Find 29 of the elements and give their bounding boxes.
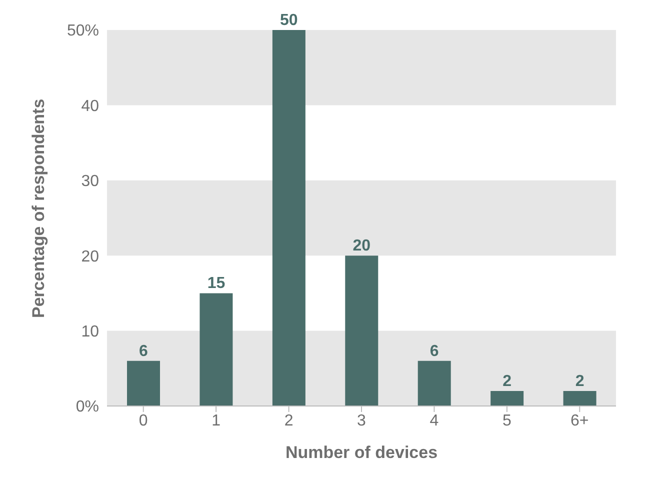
data-label: 6 <box>139 342 148 360</box>
x-tick-label: 3 <box>357 412 366 430</box>
data-label: 20 <box>352 238 371 255</box>
bar <box>490 390 524 406</box>
data-label: 2 <box>502 372 512 390</box>
x-tick-label: 5 <box>502 412 512 430</box>
data-label: 2 <box>575 372 584 390</box>
y-tick-label: 0% <box>76 398 99 416</box>
x-tick-label: 6+ <box>570 412 589 430</box>
x-tick-label: 2 <box>284 412 294 430</box>
data-label: 15 <box>207 275 226 292</box>
y-tick-label: 10 <box>81 323 100 340</box>
y-tick-label: 20 <box>81 248 100 266</box>
x-tick-label: 0 <box>138 412 148 430</box>
bar <box>418 360 451 406</box>
y-tick-label: 40 <box>81 98 100 115</box>
y-tick-label: 30 <box>81 173 100 190</box>
x-axis-title: Number of devices <box>285 443 438 462</box>
bar <box>127 360 160 406</box>
data-label: 50 <box>280 12 298 29</box>
x-tick-label: 4 <box>430 412 439 430</box>
x-tick-label: 1 <box>212 412 221 430</box>
data-label: 6 <box>430 342 439 360</box>
y-axis-title: Percentage of respondents <box>29 98 48 318</box>
bar <box>345 256 378 406</box>
bar <box>272 30 306 406</box>
y-tick-label: 50% <box>66 22 99 40</box>
bar <box>200 293 233 406</box>
bar <box>563 390 596 406</box>
